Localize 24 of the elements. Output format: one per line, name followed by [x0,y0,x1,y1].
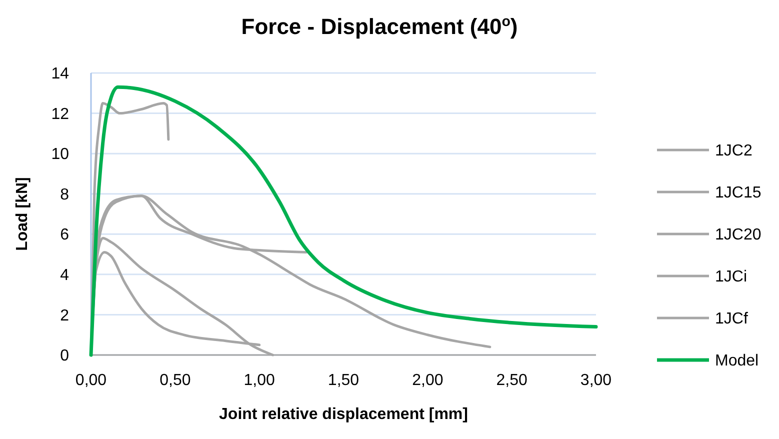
y-tick-label: 12 [51,106,70,123]
y-axis-title: Load [kN] [14,177,31,251]
y-tick-label: 0 [60,348,70,365]
legend-label: 1JCi [715,268,748,286]
legend-label: Model [715,352,759,370]
legend-label: 1JC2 [715,142,752,160]
x-tick-label: 1,50 [328,372,360,389]
y-tick-label: 14 [51,66,70,83]
x-tick-label: 3,00 [580,372,612,389]
y-tick-label: 6 [60,226,70,244]
legend-label: 1JC15 [715,184,762,202]
x-tick-label: 2,00 [412,372,444,389]
legend-label: 1JC20 [715,226,762,244]
x-tick-label: 0,50 [160,372,191,389]
x-tick-label: 0,00 [75,372,107,389]
x-tick-label: 2,50 [496,372,528,389]
y-tick-label: 8 [60,186,70,204]
x-tick-label: 1,00 [244,372,276,389]
y-tick-label: 2 [60,307,70,324]
x-axis-title: Joint relative displacement [mm] [219,406,468,423]
y-tick-label: 10 [51,146,70,164]
chart-title: Force - Displacement (40$^{o}$) [241,14,518,39]
legend-label: 1JCf [715,310,748,328]
y-tick-label: 4 [60,267,70,284]
